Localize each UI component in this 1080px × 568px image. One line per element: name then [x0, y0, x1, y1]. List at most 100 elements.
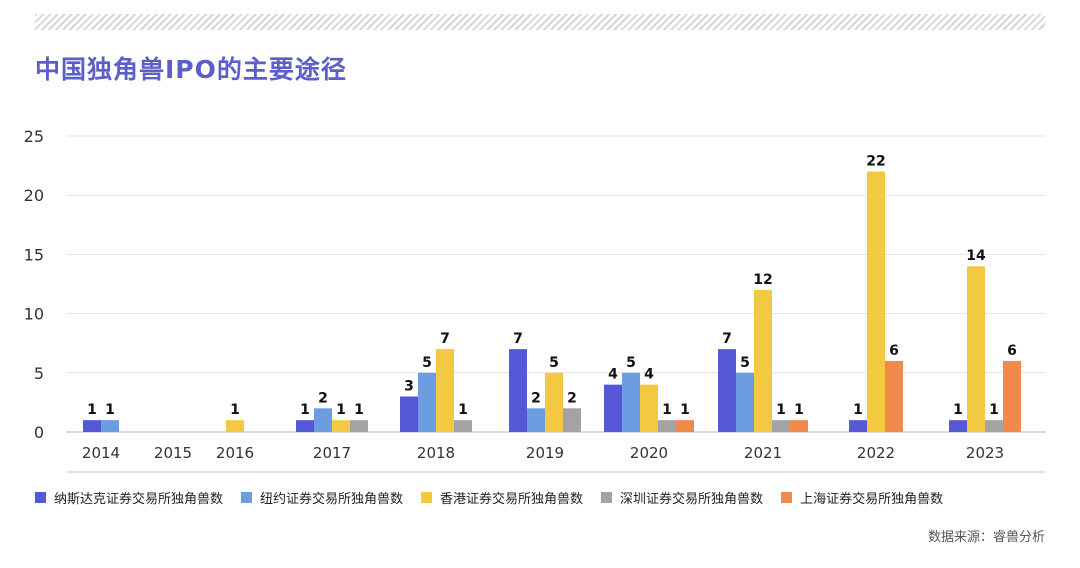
legend-item-szse: 深圳证券交易所独角兽数: [601, 488, 763, 507]
x-tick-label: 2023: [966, 444, 1004, 462]
bar: [509, 349, 527, 432]
bar-value-label: 5: [626, 355, 636, 371]
bar-value-label: 1: [458, 402, 468, 418]
bar-value-label: 1: [300, 402, 310, 418]
x-tick-label: 2014: [82, 444, 120, 462]
x-tick-label: 2021: [744, 444, 782, 462]
bar-value-label: 1: [776, 402, 786, 418]
bar: [985, 420, 1003, 432]
bar-value-label: 1: [794, 402, 804, 418]
legend-label-szse: 深圳证券交易所独角兽数: [620, 492, 764, 507]
bar: [418, 372, 436, 432]
bar: [849, 420, 867, 432]
bar-value-label: 3: [404, 378, 414, 394]
legend-swatch-szse: [601, 492, 613, 503]
legend-label-hkex: 香港证券交易所独角兽数: [440, 492, 584, 507]
bar: [400, 396, 418, 432]
legend-swatch-sse: [781, 492, 793, 503]
bar: [604, 384, 622, 432]
bar: [658, 420, 676, 432]
bar: [790, 420, 808, 432]
legend-label-nyse: 纽约证券交易所独角兽数: [260, 492, 404, 507]
x-tick-label: 2019: [526, 444, 564, 462]
bar-value-label: 14: [966, 248, 986, 264]
bar: [545, 372, 563, 432]
bar-value-label: 2: [567, 390, 577, 406]
bar-value-label: 2: [318, 390, 328, 406]
bar: [527, 408, 545, 432]
legend-swatch-nasdaq: [35, 492, 46, 503]
legend-label-sse: 上海证券交易所独角兽数: [800, 492, 944, 507]
bar-value-label: 1: [354, 402, 364, 418]
bar: [296, 420, 314, 432]
x-tick-label: 2016: [216, 444, 254, 462]
bar: [563, 408, 581, 432]
bar: [867, 171, 885, 432]
bar-value-label: 4: [644, 367, 654, 383]
x-tick-label: 2020: [630, 444, 668, 462]
bar-value-label: 5: [549, 355, 559, 371]
bar: [676, 420, 694, 432]
bar-value-label: 2: [531, 390, 541, 406]
x-tick-label: 2018: [417, 444, 455, 462]
y-tick-label: 25: [24, 127, 44, 146]
bar-value-label: 7: [513, 331, 523, 347]
bar: [949, 420, 967, 432]
bar-value-label: 7: [440, 331, 450, 347]
bar: [101, 420, 119, 432]
chart-title: 中国独角兽IPO的主要途径: [35, 55, 347, 84]
legend-item-nyse: 纽约证券交易所独角兽数: [241, 488, 403, 507]
bar-value-label: 6: [889, 343, 899, 359]
y-tick-label: 5: [34, 364, 44, 383]
bar-value-label: 1: [662, 402, 672, 418]
bar: [967, 266, 985, 432]
bar: [885, 360, 903, 432]
x-tick-label: 2022: [857, 444, 895, 462]
data-source-note: 数据来源：睿兽分析: [927, 530, 1045, 545]
bar-value-label: 1: [336, 402, 346, 418]
legend-item-hkex: 香港证券交易所独角兽数: [421, 488, 583, 507]
bar: [622, 372, 640, 432]
legend-item-sse: 上海证券交易所独角兽数: [781, 488, 943, 507]
legend-swatch-nyse: [241, 492, 253, 503]
legend-label-nasdaq: 纳斯达克证券交易所独角兽数: [54, 492, 224, 507]
bar: [772, 420, 790, 432]
y-tick-label: 0: [34, 423, 44, 442]
bar: [718, 349, 736, 432]
bar: [454, 420, 472, 432]
bar: [226, 420, 244, 432]
bar: [314, 408, 332, 432]
decorative-hatch-band: [35, 14, 1045, 30]
bar: [754, 289, 772, 432]
legend-item-nasdaq: 纳斯达克证券交易所独角兽数: [35, 488, 223, 507]
legend: 纳斯达克证券交易所独角兽数 纽约证券交易所独角兽数 香港证券交易所独角兽数 深圳…: [35, 488, 961, 507]
bar-value-label: 22: [866, 154, 885, 170]
bar: [332, 420, 350, 432]
bar-value-label: 1: [230, 402, 240, 418]
x-tick-label: 2017: [313, 444, 351, 462]
y-tick-label: 10: [24, 305, 44, 324]
y-tick-label: 20: [24, 186, 44, 205]
y-tick-label: 15: [24, 245, 44, 264]
bar-value-label: 7: [722, 331, 732, 347]
bar: [1003, 360, 1021, 432]
bar-value-label: 1: [680, 402, 690, 418]
bar-value-label: 12: [753, 272, 772, 288]
bar-value-label: 1: [87, 402, 97, 418]
x-tick-label: 2015: [154, 444, 192, 462]
bar: [736, 372, 754, 432]
bar-value-label: 1: [989, 402, 999, 418]
bar-value-label: 5: [740, 355, 750, 371]
legend-swatch-hkex: [421, 492, 433, 503]
bar-value-label: 1: [105, 402, 115, 418]
bar-value-label: 4: [608, 367, 618, 383]
bar-value-label: 6: [1007, 343, 1017, 359]
bar-value-label: 1: [953, 402, 963, 418]
bar: [640, 384, 658, 432]
bar: [83, 420, 101, 432]
bar-value-label: 1: [853, 402, 863, 418]
bar: [350, 420, 368, 432]
bar-value-label: 5: [422, 355, 432, 371]
bar: [436, 349, 454, 432]
